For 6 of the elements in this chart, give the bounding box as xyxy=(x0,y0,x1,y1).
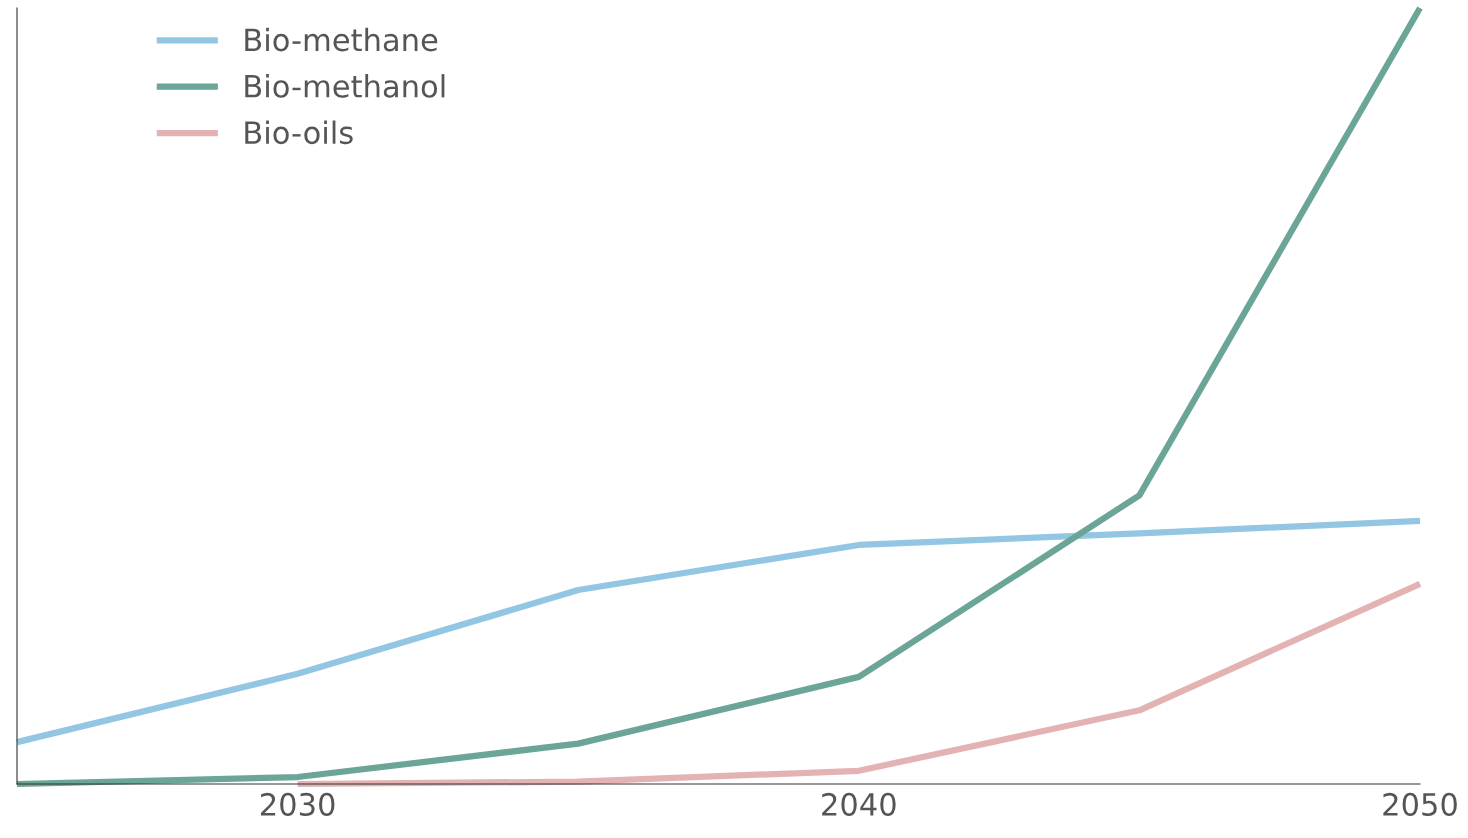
x-tick-label: 2040 xyxy=(822,792,896,816)
legend-label: Bio-oils xyxy=(245,120,353,145)
legend-label: Bio-methanol xyxy=(245,74,445,98)
x-tick-label: 2050 xyxy=(1383,792,1457,816)
legend-label: Bio-methane xyxy=(245,27,438,52)
x-tick-label: 2030 xyxy=(260,792,335,816)
